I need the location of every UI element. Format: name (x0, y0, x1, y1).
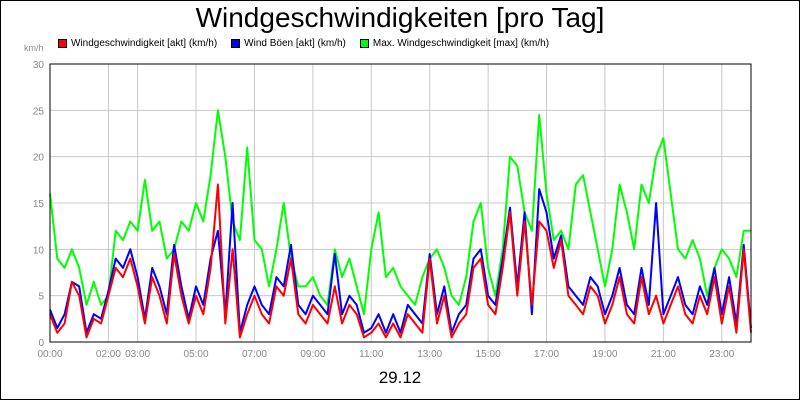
x-tick-label: 09:00 (300, 349, 325, 360)
x-tick-label: 03:00 (125, 349, 150, 360)
date-label: 29.12 (378, 368, 422, 387)
x-tick-label: 19:00 (592, 349, 617, 360)
x-tick-label: 13:00 (417, 349, 442, 360)
legend-item-current-speed: Windgeschwindigkeit [akt] (km/h) (58, 38, 217, 49)
legend-label-current-speed: Windgeschwindigkeit [akt] (km/h) (71, 38, 218, 49)
x-tick-label: 07:00 (242, 349, 267, 360)
legend: Windgeschwindigkeit [akt] (km/h) Wind Bö… (58, 38, 549, 49)
legend-label-max-speed: Max. Windgeschwindigkeit [max] (km/h) (372, 38, 550, 49)
legend-label-gusts: Wind Böen [akt] (km/h) (244, 38, 346, 49)
legend-item-max-speed: Max. Windgeschwindigkeit [max] (km/h) (359, 38, 550, 49)
legend-swatch-green (359, 39, 369, 48)
x-tick-label: 00:00 (37, 349, 62, 360)
legend-swatch-red (58, 39, 67, 48)
y-axis-label: km/h (24, 43, 44, 53)
y-tick-label: 25 (33, 106, 45, 117)
x-tick-label: 15:00 (476, 349, 501, 360)
y-tick-label: 0 (38, 338, 44, 349)
x-tick-label: 11:00 (359, 349, 384, 360)
chart-title: Windgeschwindigkeiten [pro Tag] (195, 2, 605, 33)
y-tick-label: 15 (33, 199, 45, 210)
x-tick-label: 21:00 (651, 349, 676, 360)
x-tick-label: 02:00 (96, 349, 121, 360)
x-tick-label: 23:00 (709, 349, 734, 360)
y-tick-label: 10 (33, 245, 45, 256)
x-tick-label: 17:00 (534, 349, 559, 360)
y-tick-label: 20 (33, 153, 45, 164)
legend-swatch-blue (231, 39, 241, 48)
plot-border (49, 63, 752, 343)
legend-item-gusts: Wind Böen [akt] (km/h) (231, 38, 346, 49)
series-line-0 (49, 183, 752, 339)
y-tick-label: 5 (38, 292, 44, 303)
x-tick-label: 05:00 (184, 349, 209, 360)
y-tick-label: 30 (33, 60, 45, 71)
series-line-2 (49, 109, 751, 316)
